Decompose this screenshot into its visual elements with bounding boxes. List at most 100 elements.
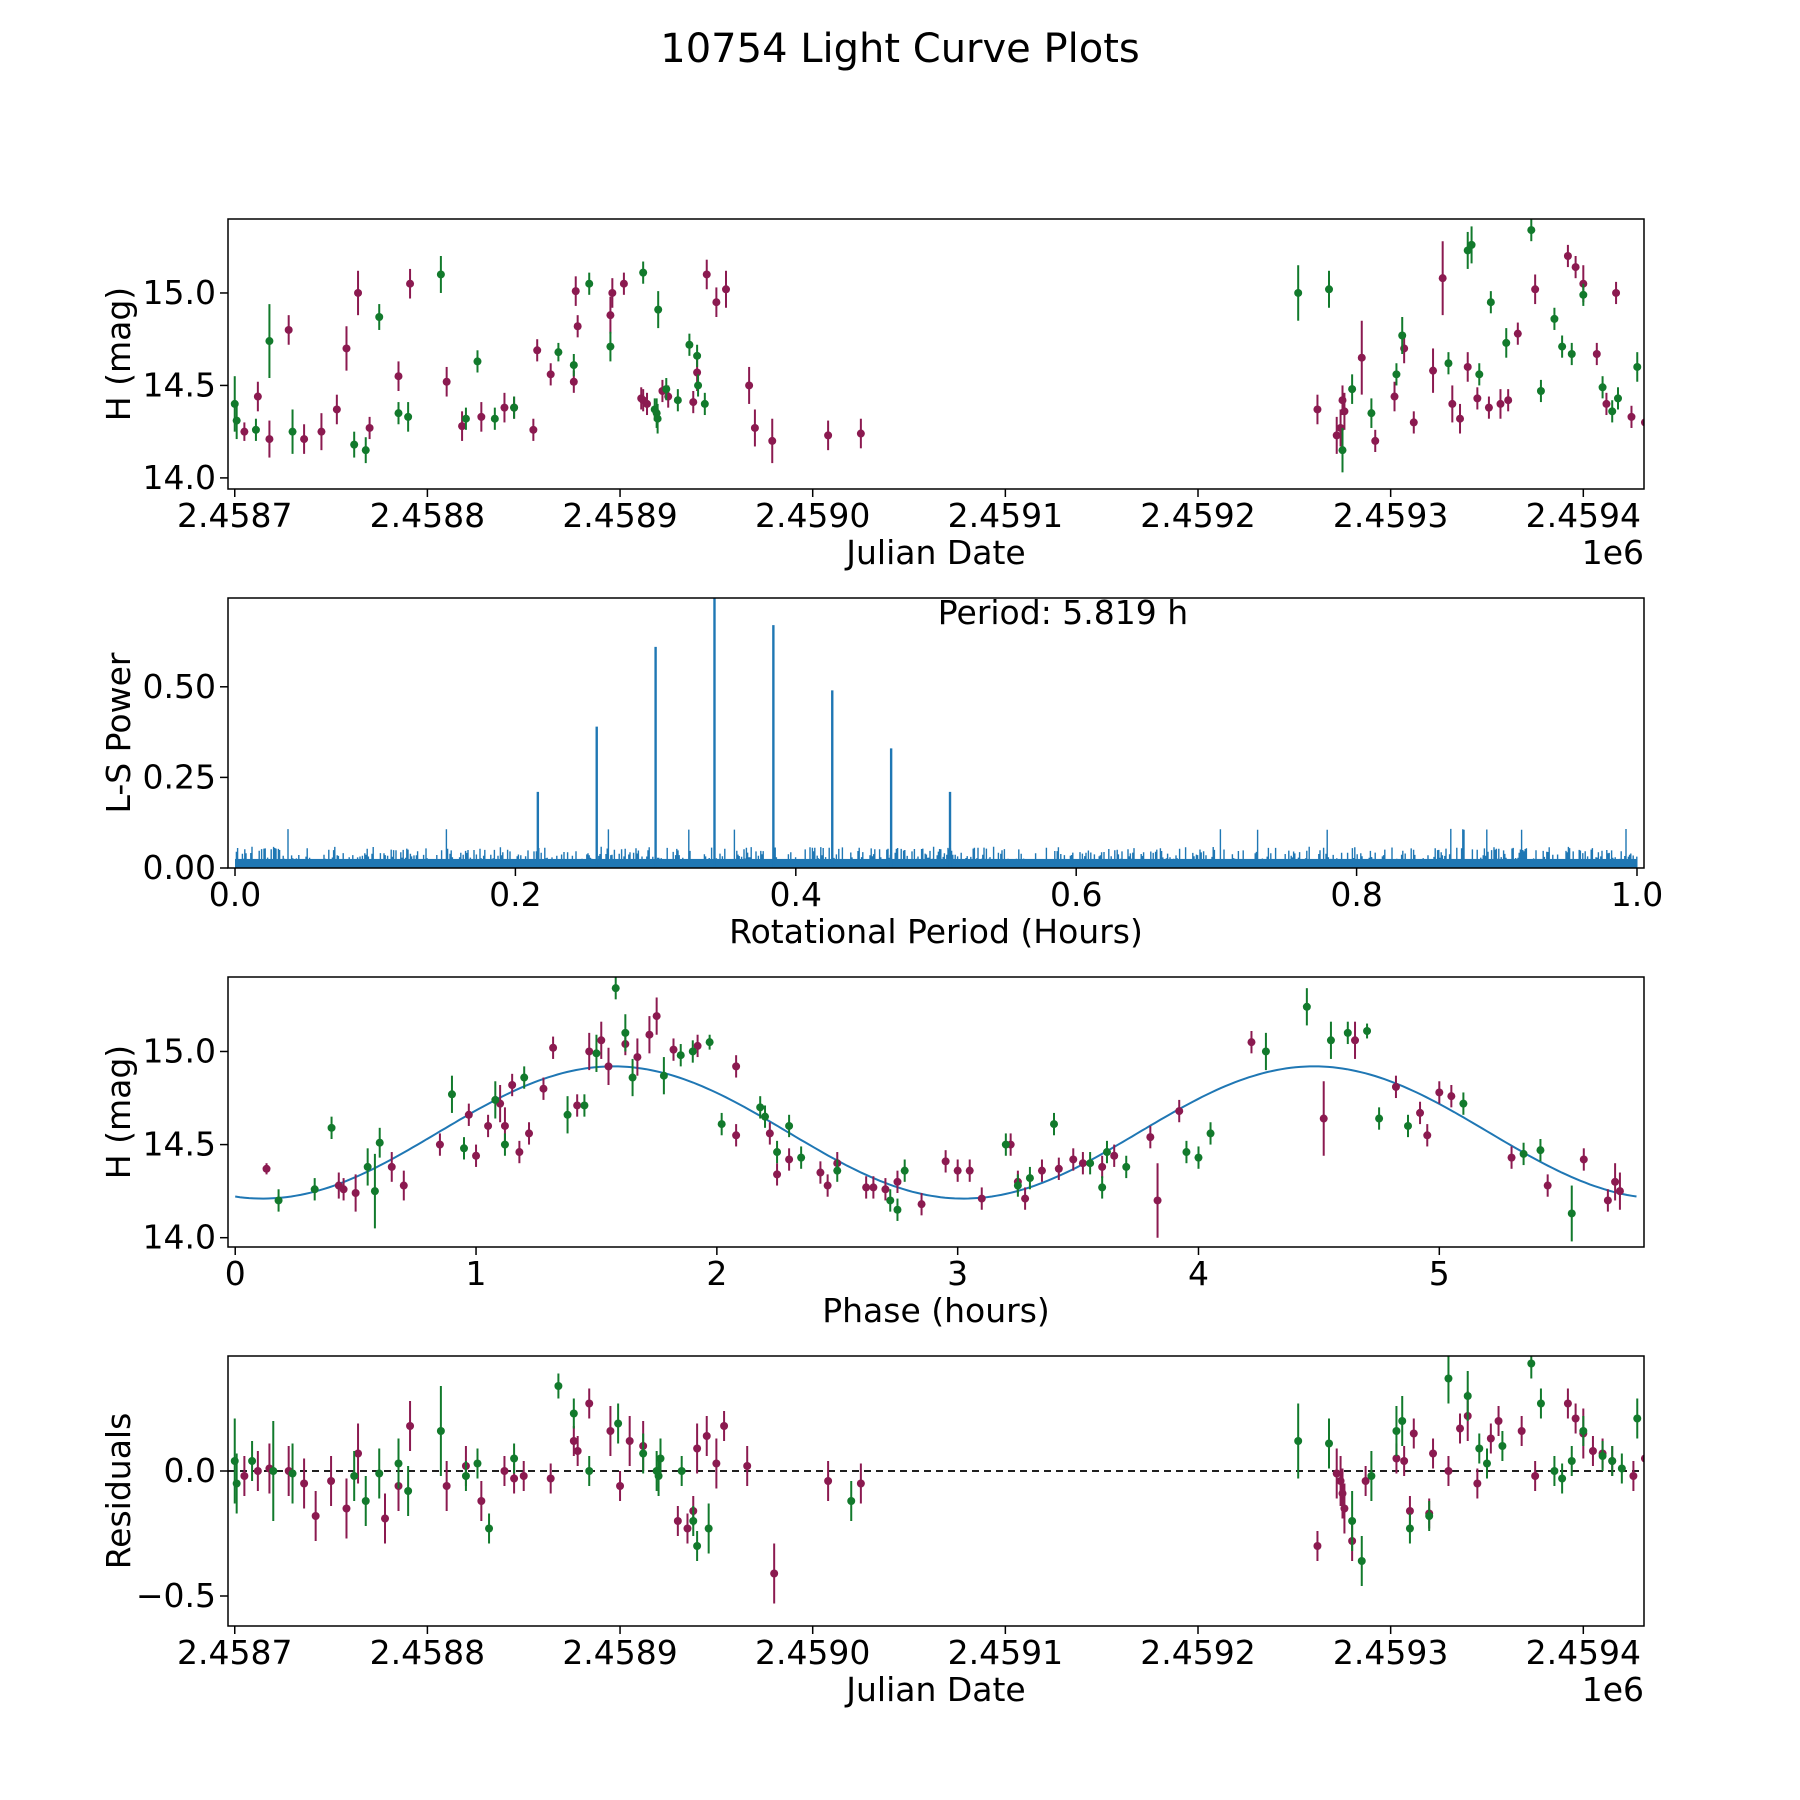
phased-ticks: 0 1 2 3 4 5 14.0 14.5 15.0 (143, 1031, 1450, 1293)
data-point (1531, 274, 1540, 305)
data-point (1343, 1021, 1352, 1045)
data-point (712, 287, 721, 318)
data-point (917, 1193, 926, 1216)
data-point (1367, 398, 1376, 428)
data-point (525, 1122, 534, 1145)
data-point (1444, 1456, 1453, 1486)
period-annotation: Period: 5.819 h (938, 593, 1188, 632)
x-tick-label: 2.4591 (948, 1633, 1063, 1672)
data-point (573, 1436, 582, 1466)
data-point (653, 403, 662, 434)
data-point (484, 1114, 493, 1138)
y-tick-label: 0.50 (143, 667, 216, 706)
data-point (1153, 1163, 1162, 1238)
x-tick-label: 0.6 (1050, 875, 1102, 914)
x-tick-label: 2.4592 (1140, 1633, 1255, 1672)
data-point (720, 1411, 729, 1441)
data-point (248, 1441, 257, 1481)
data-point (1206, 1122, 1215, 1145)
data-point (1463, 231, 1472, 269)
data-point (900, 1159, 909, 1182)
x-tick-label: 2.4593 (1333, 496, 1448, 535)
data-point (288, 1443, 297, 1504)
data-point (253, 381, 262, 412)
lightcurve-plot-area (230, 219, 1765, 473)
data-point (240, 1456, 249, 1496)
data-point (404, 402, 413, 432)
data-point (510, 1443, 519, 1474)
data-point (284, 315, 293, 345)
residuals-ylabel: Residuals (99, 1413, 138, 1570)
data-point (941, 1150, 950, 1173)
data-point (327, 1116, 336, 1139)
data-point (1571, 1403, 1580, 1434)
data-point (1722, 1486, 1730, 1516)
data-point (342, 326, 351, 371)
lightcurve-xlabel: Julian Date (844, 533, 1026, 572)
data-point (1325, 270, 1334, 308)
y-tick-label: 0.25 (143, 757, 216, 796)
data-point (370, 1153, 379, 1229)
data-point (473, 1448, 482, 1479)
data-point (1416, 1101, 1425, 1125)
data-point (1363, 1023, 1372, 1039)
data-point (515, 1140, 524, 1164)
data-point (1735, 1416, 1743, 1466)
data-point (350, 431, 359, 458)
data-point (592, 1034, 601, 1072)
data-point (442, 1461, 451, 1511)
data-point (1398, 1396, 1407, 1446)
data-point (1351, 1021, 1360, 1059)
data-point (1400, 1446, 1409, 1476)
data-point (1757, 313, 1765, 335)
data-point (1486, 291, 1495, 314)
data-point (689, 390, 698, 414)
lightcurve-ylabel: H (mag) (99, 287, 138, 421)
data-point (1444, 1356, 1453, 1404)
data-point (1517, 1416, 1526, 1446)
y-tick-label: 14.5 (143, 1125, 216, 1164)
data-point (770, 1543, 779, 1604)
phased-ylabel: H (mag) (99, 1045, 138, 1179)
data-point (1456, 1413, 1465, 1444)
data-point (1651, 409, 1659, 431)
data-point (824, 420, 833, 451)
data-point (652, 997, 661, 1035)
data-point (1592, 342, 1601, 366)
data-point (765, 1122, 774, 1145)
data-point (1484, 396, 1493, 419)
data-point (262, 1163, 271, 1175)
data-point (669, 1038, 678, 1061)
data-point (702, 1416, 711, 1456)
data-point (300, 424, 309, 454)
data-point (1705, 1424, 1713, 1454)
x-tick-label: 1 (466, 1254, 487, 1293)
x-tick-label: 2.4589 (562, 1633, 677, 1672)
data-point (597, 1021, 606, 1059)
data-point (750, 409, 759, 447)
data-point (693, 1531, 702, 1561)
data-point (732, 1055, 741, 1078)
data-point (1367, 1451, 1376, 1501)
data-point (1550, 1456, 1559, 1486)
data-point (1772, 1491, 1780, 1521)
data-point (1588, 1436, 1597, 1466)
phased-plot-area (235, 977, 1637, 1242)
data-point (965, 1159, 974, 1182)
data-point (768, 418, 777, 464)
data-point (342, 1478, 351, 1539)
data-point (1332, 416, 1341, 454)
data-point (1182, 1140, 1191, 1164)
data-point (824, 1461, 833, 1501)
panel-periodogram: 0.0 0.2 0.4 0.6 0.8 1.0 0.00 0.25 0.50 Period: 5… (99, 593, 1663, 951)
data-point (1716, 1501, 1724, 1531)
data-point (673, 1506, 682, 1536)
data-point (1536, 1139, 1545, 1162)
periodogram-ylabel: L-S Power (99, 652, 138, 813)
data-point (656, 1438, 665, 1479)
data-point (500, 1133, 509, 1156)
data-point (1536, 379, 1545, 403)
data-point (1098, 1176, 1107, 1199)
x-tick-label: 2.4589 (562, 496, 677, 535)
